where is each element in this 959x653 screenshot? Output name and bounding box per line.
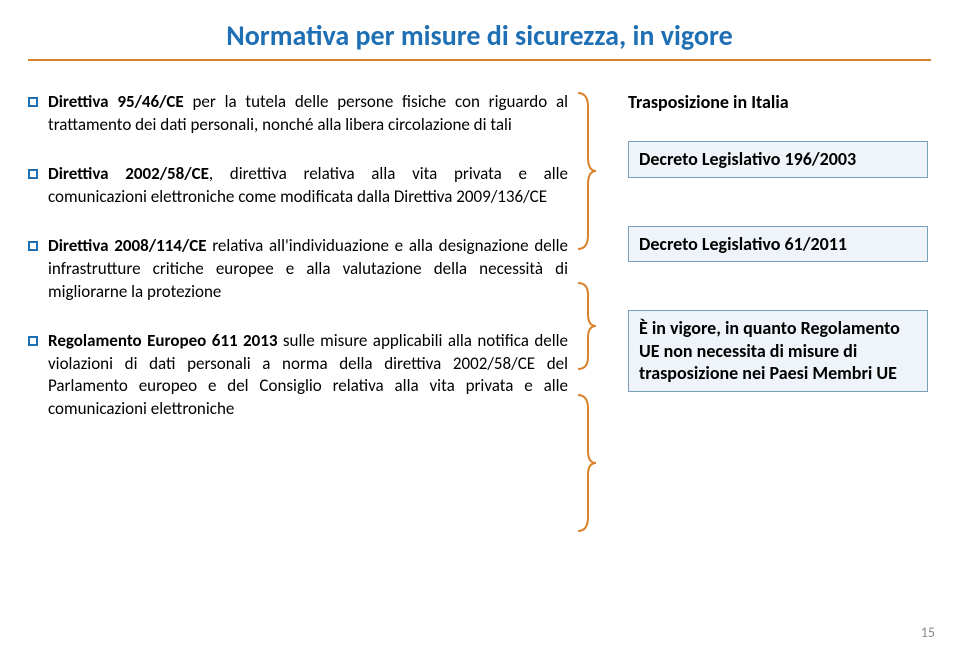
page-number: 15 — [921, 624, 935, 641]
title-underline — [28, 59, 931, 61]
side-heading: Trasposizione in Italia — [628, 91, 928, 113]
side-box: È in vigore, in quanto Regolamento UE no… — [628, 310, 928, 392]
right-column: Trasposizione in Italia Decreto Legislat… — [628, 91, 928, 421]
page-title: Normativa per misure di sicurezza, in vi… — [28, 18, 931, 53]
bullet-lead: Regolamento Europeo 611 2013 — [48, 330, 277, 351]
side-box: Decreto Legislativo 61/2011 — [628, 226, 928, 263]
bullet-marker-icon — [28, 169, 38, 179]
side-box: Decreto Legislativo 196/2003 — [628, 141, 928, 178]
bullet-text: Direttiva 95/46/CE per la tutela delle p… — [48, 91, 568, 137]
bullet-lead: Direttiva 95/46/CE — [48, 91, 184, 112]
bullet-marker-icon — [28, 336, 38, 346]
bullet-item: Direttiva 2002/58/CE, direttiva relativa… — [28, 163, 568, 209]
bullet-item: Regolamento Europeo 611 2013 sulle misur… — [28, 330, 568, 422]
bullet-text: Direttiva 2002/58/CE, direttiva relativa… — [48, 163, 568, 209]
brace-icon — [576, 393, 598, 533]
bullet-item: Direttiva 2008/114/CE relativa all'indiv… — [28, 235, 568, 304]
bullet-marker-icon — [28, 97, 38, 107]
bullet-text: Direttiva 2008/114/CE relativa all'indiv… — [48, 235, 568, 304]
brace-icon — [576, 281, 598, 371]
bullet-lead: Direttiva 2002/58/CE — [48, 163, 209, 184]
bullet-item: Direttiva 95/46/CE per la tutela delle p… — [28, 91, 568, 137]
bullet-lead: Direttiva 2008/114/CE — [48, 235, 207, 256]
content-row: Direttiva 95/46/CE per la tutela delle p… — [28, 91, 931, 421]
brace-icon — [576, 91, 598, 251]
bullet-text: Regolamento Europeo 611 2013 sulle misur… — [48, 330, 568, 422]
left-column: Direttiva 95/46/CE per la tutela delle p… — [28, 91, 568, 421]
bullet-marker-icon — [28, 241, 38, 251]
